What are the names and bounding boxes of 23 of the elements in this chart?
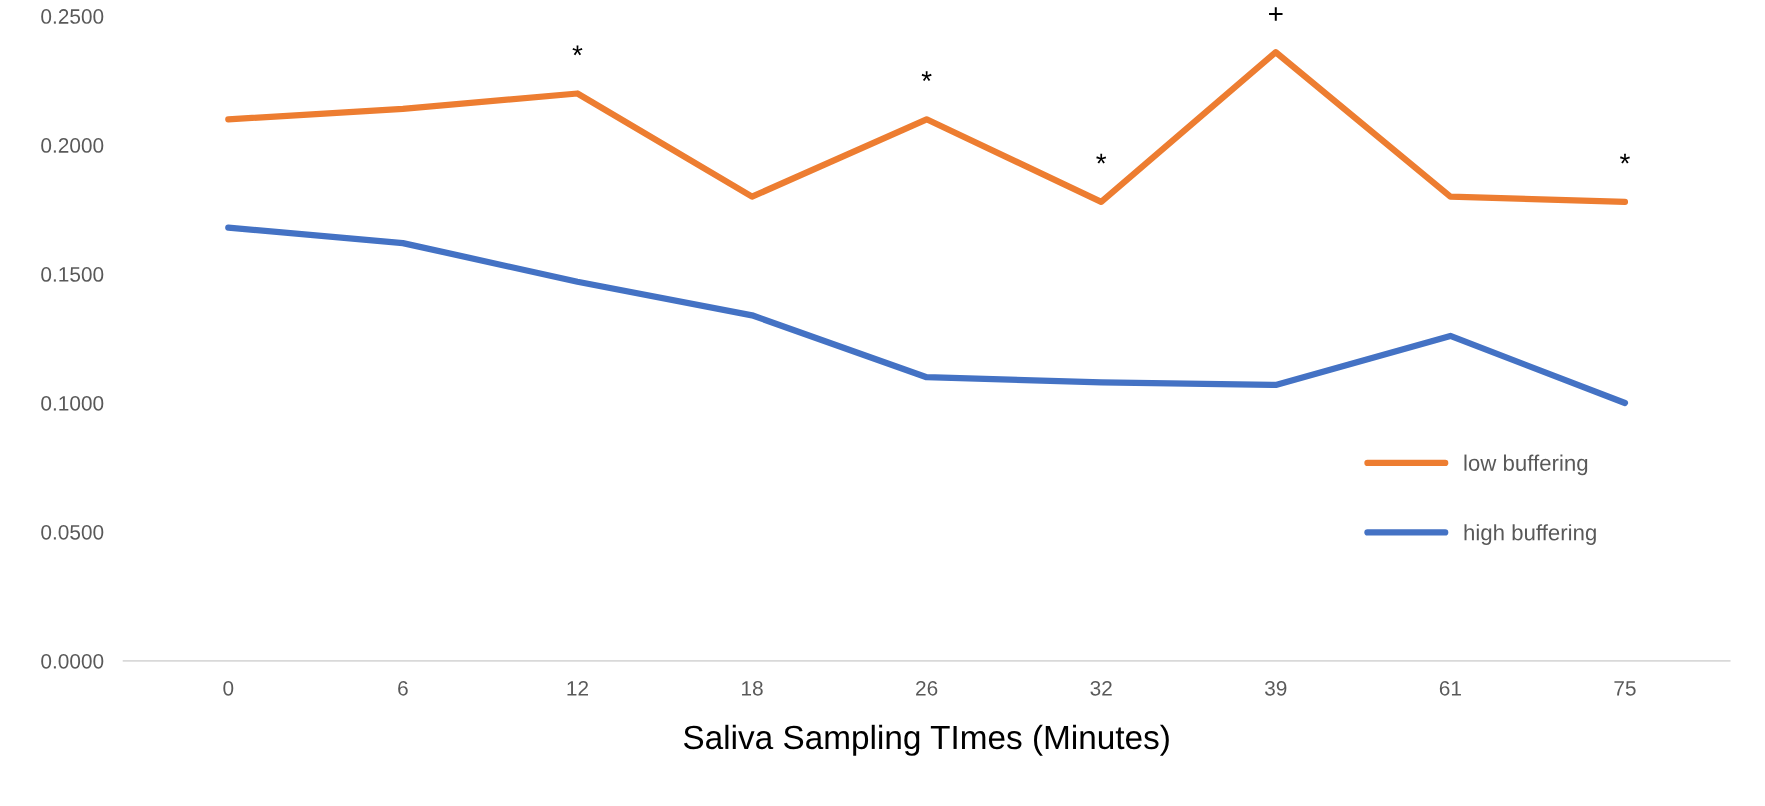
y-tick-label: 0.0000 (41, 653, 104, 669)
y-tick-label: 0.0500 (41, 524, 104, 540)
annotation: * (1096, 153, 1107, 164)
legend-label: low buffering (1464, 454, 1588, 476)
y-tick-label: 0.1500 (41, 267, 104, 282)
y-tick-label: 0.1000 (41, 396, 104, 411)
x-tick-label: 61 (1439, 680, 1461, 696)
x-tick-label: 6 (398, 680, 408, 696)
y-tick-label: 0.2500 (41, 9, 104, 24)
x-tick-label: 32 (1090, 680, 1112, 696)
x-tick-label: 75 (1614, 681, 1636, 696)
x-tick-label: 18 (742, 680, 763, 696)
legend-label: high buffering (1464, 524, 1596, 545)
annotation: + (1269, 7, 1283, 21)
x-axis-title: Saliva Sampling TImes (Minutes) (683, 724, 1169, 756)
x-tick-label: 26 (916, 680, 938, 696)
annotation: * (572, 45, 583, 56)
y-tick-label: 0.2000 (41, 138, 104, 153)
x-tick-label: 39 (1265, 680, 1287, 696)
x-tick-label: 0 (223, 680, 234, 696)
annotation: * (921, 71, 932, 81)
x-tick-label: 12 (567, 680, 588, 696)
annotation: * (1619, 153, 1630, 164)
